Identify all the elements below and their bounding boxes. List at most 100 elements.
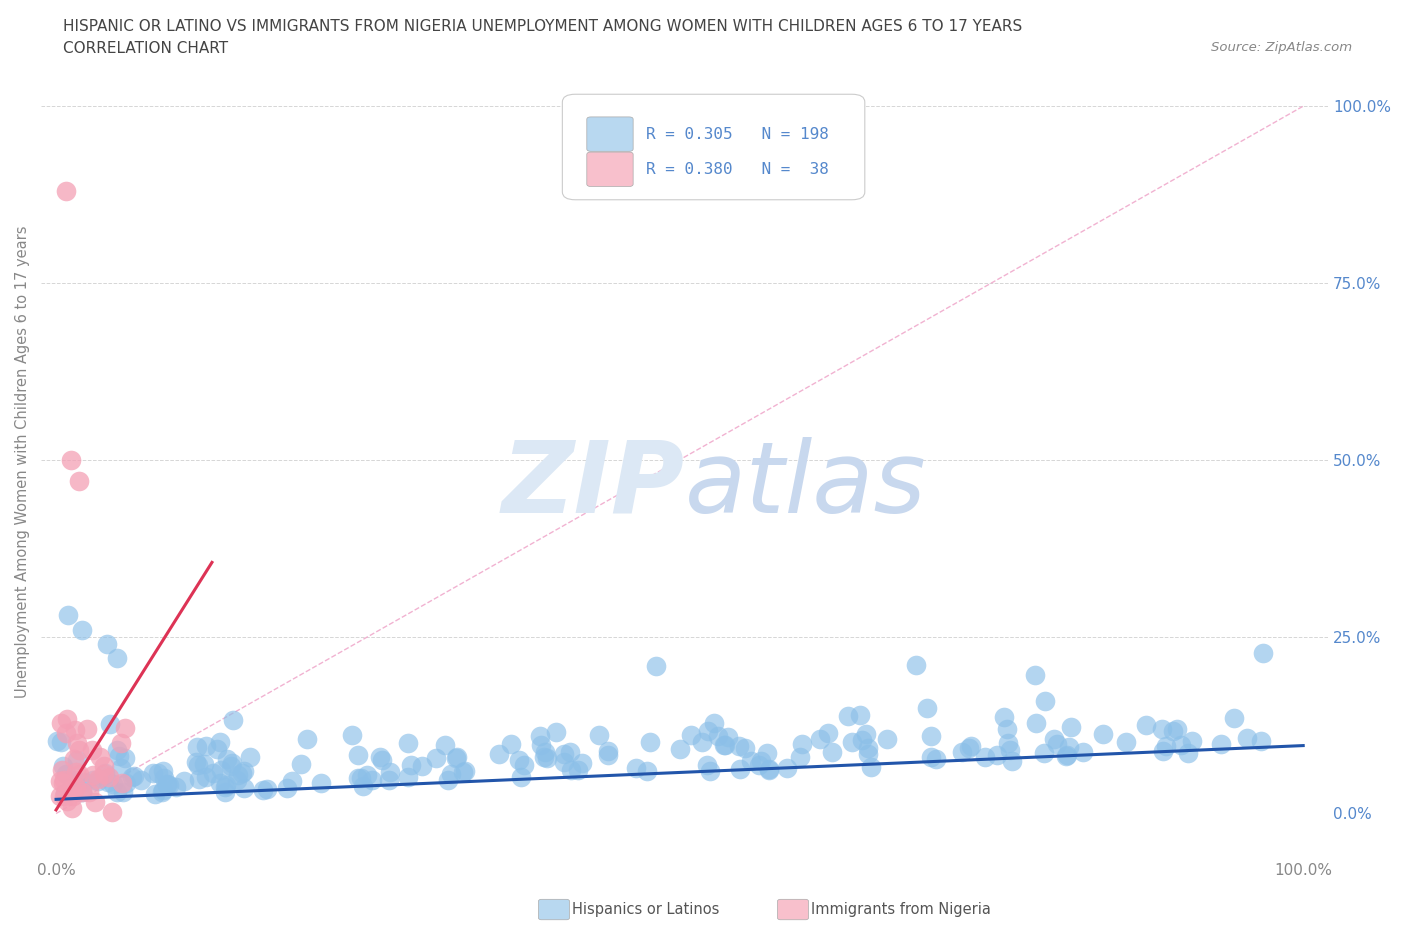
- Point: [87, 772, 110, 787]
- Point: [696, 757, 718, 772]
- Point: [401, 758, 423, 773]
- Point: [208, 734, 231, 749]
- Point: [281, 774, 304, 789]
- Point: [193, 757, 215, 772]
- Point: [679, 728, 702, 743]
- Point: [859, 759, 882, 774]
- Point: [56, 794, 79, 809]
- Point: [1054, 749, 1077, 764]
- Text: HISPANIC OR LATINO VS IMMIGRANTS FROM NIGERIA UNEMPLOYMENT AMONG WOMEN WITH CHIL: HISPANIC OR LATINO VS IMMIGRANTS FROM NI…: [63, 19, 1022, 33]
- Point: [451, 764, 474, 779]
- Point: [1115, 735, 1137, 750]
- Point: [1071, 745, 1094, 760]
- Point: [152, 764, 174, 778]
- Point: [209, 763, 232, 777]
- Point: [105, 650, 128, 665]
- Point: [1236, 730, 1258, 745]
- Point: [734, 741, 756, 756]
- Point: [837, 709, 859, 724]
- Point: [67, 766, 90, 781]
- Point: [553, 754, 575, 769]
- Point: [848, 708, 870, 723]
- Point: [533, 750, 555, 764]
- Point: [728, 762, 751, 777]
- Point: [184, 754, 207, 769]
- Point: [1001, 753, 1024, 768]
- Point: [370, 752, 392, 767]
- Point: [529, 729, 551, 744]
- Point: [707, 729, 730, 744]
- Point: [105, 742, 128, 757]
- Point: [499, 737, 522, 751]
- Point: [1033, 745, 1056, 760]
- Point: [1251, 645, 1274, 660]
- Point: [851, 733, 873, 748]
- Point: [856, 747, 879, 762]
- Point: [49, 789, 72, 804]
- Point: [1150, 721, 1173, 736]
- Point: [993, 710, 1015, 724]
- Point: [920, 750, 942, 764]
- Point: [957, 741, 980, 756]
- Point: [436, 773, 458, 788]
- Point: [143, 787, 166, 802]
- Point: [997, 736, 1019, 751]
- Point: [84, 794, 107, 809]
- FancyBboxPatch shape: [586, 117, 633, 152]
- Point: [52, 776, 75, 790]
- Text: Hispanics or Latinos: Hispanics or Latinos: [572, 902, 720, 917]
- Point: [396, 770, 419, 785]
- Point: [226, 768, 249, 783]
- Point: [347, 748, 370, 763]
- Point: [65, 779, 87, 794]
- Point: [48, 773, 70, 788]
- Point: [153, 771, 176, 786]
- Point: [790, 737, 813, 751]
- Text: atlas: atlas: [685, 436, 927, 534]
- Point: [624, 761, 647, 776]
- Point: [596, 748, 619, 763]
- Point: [276, 780, 298, 795]
- Point: [110, 736, 132, 751]
- Point: [114, 721, 136, 736]
- Point: [440, 766, 463, 781]
- Point: [905, 658, 928, 672]
- Point: [73, 774, 96, 789]
- Point: [740, 753, 762, 768]
- Point: [1152, 744, 1174, 759]
- Point: [65, 753, 87, 768]
- Point: [513, 758, 536, 773]
- Point: [588, 728, 610, 743]
- Point: [560, 763, 582, 777]
- Point: [60, 452, 83, 467]
- Point: [596, 744, 619, 759]
- FancyBboxPatch shape: [586, 153, 633, 187]
- Point: [378, 764, 401, 779]
- Text: CORRELATION CHART: CORRELATION CHART: [63, 41, 228, 56]
- Point: [1161, 724, 1184, 738]
- Point: [214, 777, 236, 792]
- Point: [63, 751, 86, 766]
- Point: [222, 712, 245, 727]
- Point: [112, 785, 135, 800]
- Point: [789, 750, 811, 764]
- Point: [214, 779, 236, 794]
- Text: R = 0.305   N = 198: R = 0.305 N = 198: [645, 126, 830, 141]
- Point: [446, 750, 468, 764]
- Text: R = 0.380   N =  38: R = 0.380 N = 38: [645, 162, 830, 177]
- Point: [808, 731, 831, 746]
- Point: [821, 745, 844, 760]
- Point: [55, 766, 77, 781]
- Point: [1091, 726, 1114, 741]
- Point: [107, 749, 129, 764]
- Point: [52, 772, 75, 787]
- Point: [697, 724, 720, 738]
- Point: [55, 786, 77, 801]
- Point: [56, 608, 79, 623]
- Point: [915, 700, 938, 715]
- Point: [51, 762, 73, 777]
- Point: [1170, 737, 1192, 752]
- Point: [115, 776, 138, 790]
- Point: [1177, 746, 1199, 761]
- Point: [758, 763, 780, 777]
